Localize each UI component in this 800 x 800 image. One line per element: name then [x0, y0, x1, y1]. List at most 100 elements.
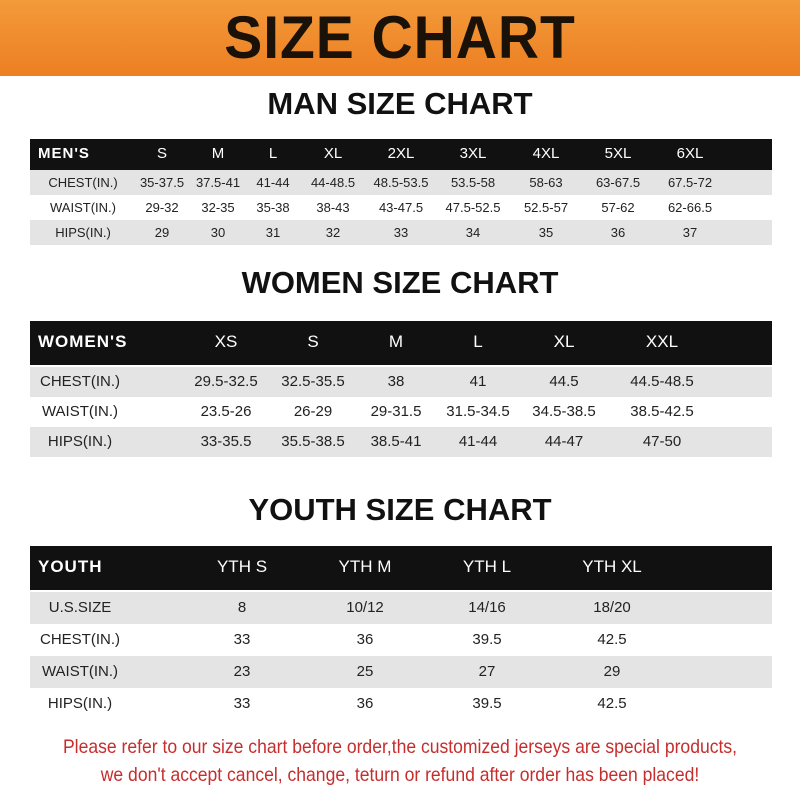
measurement-cell: 18/20 [593, 599, 631, 616]
row-label: WAIST(IN.) [50, 200, 116, 215]
measurement-cell: 34 [465, 225, 481, 240]
men-size-table: MEN'S S M L XL 2XL 3XL 4XL 5XL 6XL CHEST(IN.) 35-37… [30, 139, 772, 245]
measurement-cell: 31.5-34.5 [446, 403, 510, 420]
measurement-cell: 57-62 [601, 200, 635, 215]
row-label: WAIST(IN.) [41, 403, 119, 420]
table-row: CHEST(IN.) 35-37.5 37.5-41 41-44 44-48.5 48.5… [30, 170, 772, 195]
measurement-cell: 36 [356, 695, 374, 712]
measurement-cell: 36 [356, 631, 374, 648]
measurement-cell: 42.5 [597, 631, 627, 648]
measurement-cell: 58-63 [529, 175, 563, 190]
measurement-cell: 41-44 [458, 433, 498, 450]
size-header: YTH XL [582, 557, 642, 576]
row-label: CHEST(IN.) [40, 373, 120, 390]
table-row: WAIST(IN.) 23.5-26 26-29 29-31.5 31.5-34.5 34… [30, 397, 772, 427]
measurement-cell: 38-43 [316, 200, 350, 215]
table-corner-label: MEN'S [38, 145, 90, 162]
size-header: 5XL [604, 145, 632, 162]
size-header: XL [323, 145, 343, 162]
measurement-cell: 42.5 [597, 695, 627, 712]
table-row: HIPS(IN.) 33-35.5 35.5-38.5 38.5-41 41-44 44-… [30, 427, 772, 457]
row-label: HIPS(IN.) [55, 225, 111, 240]
measurement-cell: 53.5-58 [450, 175, 496, 190]
measurement-cell: 47.5-52.5 [445, 200, 501, 215]
row-label: HIPS(IN.) [47, 695, 113, 712]
measurement-cell: 39.5 [472, 631, 502, 648]
women-size-table: WOMEN'S XS S M L XL XXL CHEST(IN.) 29.5-32.5 32.5… [30, 321, 772, 457]
row-label: CHEST(IN.) [48, 175, 118, 190]
row-label: WAIST(IN.) [41, 663, 119, 680]
measurement-cell: 29 [154, 225, 170, 240]
measurement-cell: 25 [356, 663, 374, 680]
size-header: S [156, 145, 168, 162]
size-header: L [473, 332, 483, 351]
table-row: WAIST(IN.) 29-32 32-35 35-38 38-43 43-47.5 47.… [30, 195, 772, 220]
measurement-cell: 44.5-48.5 [630, 373, 694, 390]
size-header: L [268, 145, 278, 162]
table-row: CHEST(IN.) 33 36 39.5 42.5 [30, 624, 772, 656]
measurement-cell: 35 [538, 225, 554, 240]
measurement-cell: 38.5-41 [370, 433, 422, 450]
measurement-cell: 27 [478, 663, 496, 680]
measurement-cell: 33 [233, 631, 251, 648]
measurement-cell: 23 [233, 663, 251, 680]
size-header: XS [214, 332, 238, 351]
men-title: MAN SIZE CHART [267, 86, 533, 121]
table-header-row: WOMEN'S XS S M L XL XXL [30, 321, 772, 365]
size-header: 3XL [459, 145, 487, 162]
measurement-cell: 37.5-41 [195, 175, 241, 190]
measurement-cell: 48.5-53.5 [373, 175, 429, 190]
measurement-cell: 63-67.5 [595, 175, 641, 190]
measurement-cell: 34.5-38.5 [532, 403, 596, 420]
measurement-cell: 33 [233, 695, 251, 712]
women-title: WOMEN SIZE CHART [241, 265, 559, 300]
table-row: U.S.SIZE 8 10/12 14/16 18/20 [30, 592, 772, 624]
measurement-cell: 29-32 [145, 200, 179, 215]
measurement-cell: 26-29 [293, 403, 333, 420]
size-header: XXL [645, 332, 679, 351]
size-header: M [211, 145, 225, 162]
size-header: 2XL [387, 145, 415, 162]
measurement-cell: 35-37.5 [139, 175, 185, 190]
measurement-cell: 39.5 [472, 695, 502, 712]
measurement-cell: 35-38 [256, 200, 290, 215]
measurement-cell: 32.5-35.5 [281, 373, 345, 390]
measurement-cell: 32 [325, 225, 341, 240]
measurement-cell: 44-48.5 [310, 175, 356, 190]
measurement-cell: 29.5-32.5 [194, 373, 258, 390]
size-chart-banner: SIZE CHART [0, 0, 800, 76]
size-header: 4XL [532, 145, 560, 162]
table-row: WAIST(IN.) 23 25 27 29 [30, 656, 772, 688]
measurement-cell: 67.5-72 [667, 175, 713, 190]
measurement-cell: 8 [237, 599, 247, 616]
measurement-cell: 38.5-42.5 [630, 403, 694, 420]
size-header: YTH L [462, 557, 512, 576]
measurement-cell: 32-35 [201, 200, 235, 215]
youth-size-table: YOUTH YTH S YTH M YTH L YTH XL U.S.SIZE 8 10/12… [30, 546, 772, 720]
table-corner-label: WOMEN'S [38, 332, 128, 351]
measurement-cell: 35.5-38.5 [281, 433, 345, 450]
measurement-cell: 43-47.5 [378, 200, 424, 215]
table-header-row: YOUTH YTH S YTH M YTH L YTH XL [30, 546, 772, 590]
size-header: S [307, 332, 319, 351]
table-row: HIPS(IN.) 29 30 31 32 33 34 35 36 37 [30, 220, 772, 245]
notice-line-1: Please refer to our size chart before or… [62, 736, 738, 758]
size-header: XL [553, 332, 575, 351]
measurement-cell: 38 [387, 373, 405, 390]
size-header: 6XL [676, 145, 704, 162]
size-header: YTH M [338, 557, 392, 576]
table-header-row: MEN'S S M L XL 2XL 3XL 4XL 5XL 6XL [30, 139, 772, 170]
measurement-cell: 33 [393, 225, 409, 240]
measurement-cell: 23.5-26 [200, 403, 252, 420]
measurement-cell: 52.5-57 [523, 200, 569, 215]
measurement-cell: 44.5 [549, 373, 579, 390]
measurement-cell: 29-31.5 [370, 403, 422, 420]
notice-line-2: we don't accept cancel, change, teturn o… [100, 764, 700, 786]
size-header: M [388, 332, 404, 351]
measurement-cell: 29 [603, 663, 621, 680]
size-header: YTH S [216, 557, 268, 576]
measurement-cell: 37 [682, 225, 698, 240]
measurement-cell: 33-35.5 [200, 433, 252, 450]
measurement-cell: 41 [469, 373, 487, 390]
measurement-cell: 14/16 [468, 599, 506, 616]
